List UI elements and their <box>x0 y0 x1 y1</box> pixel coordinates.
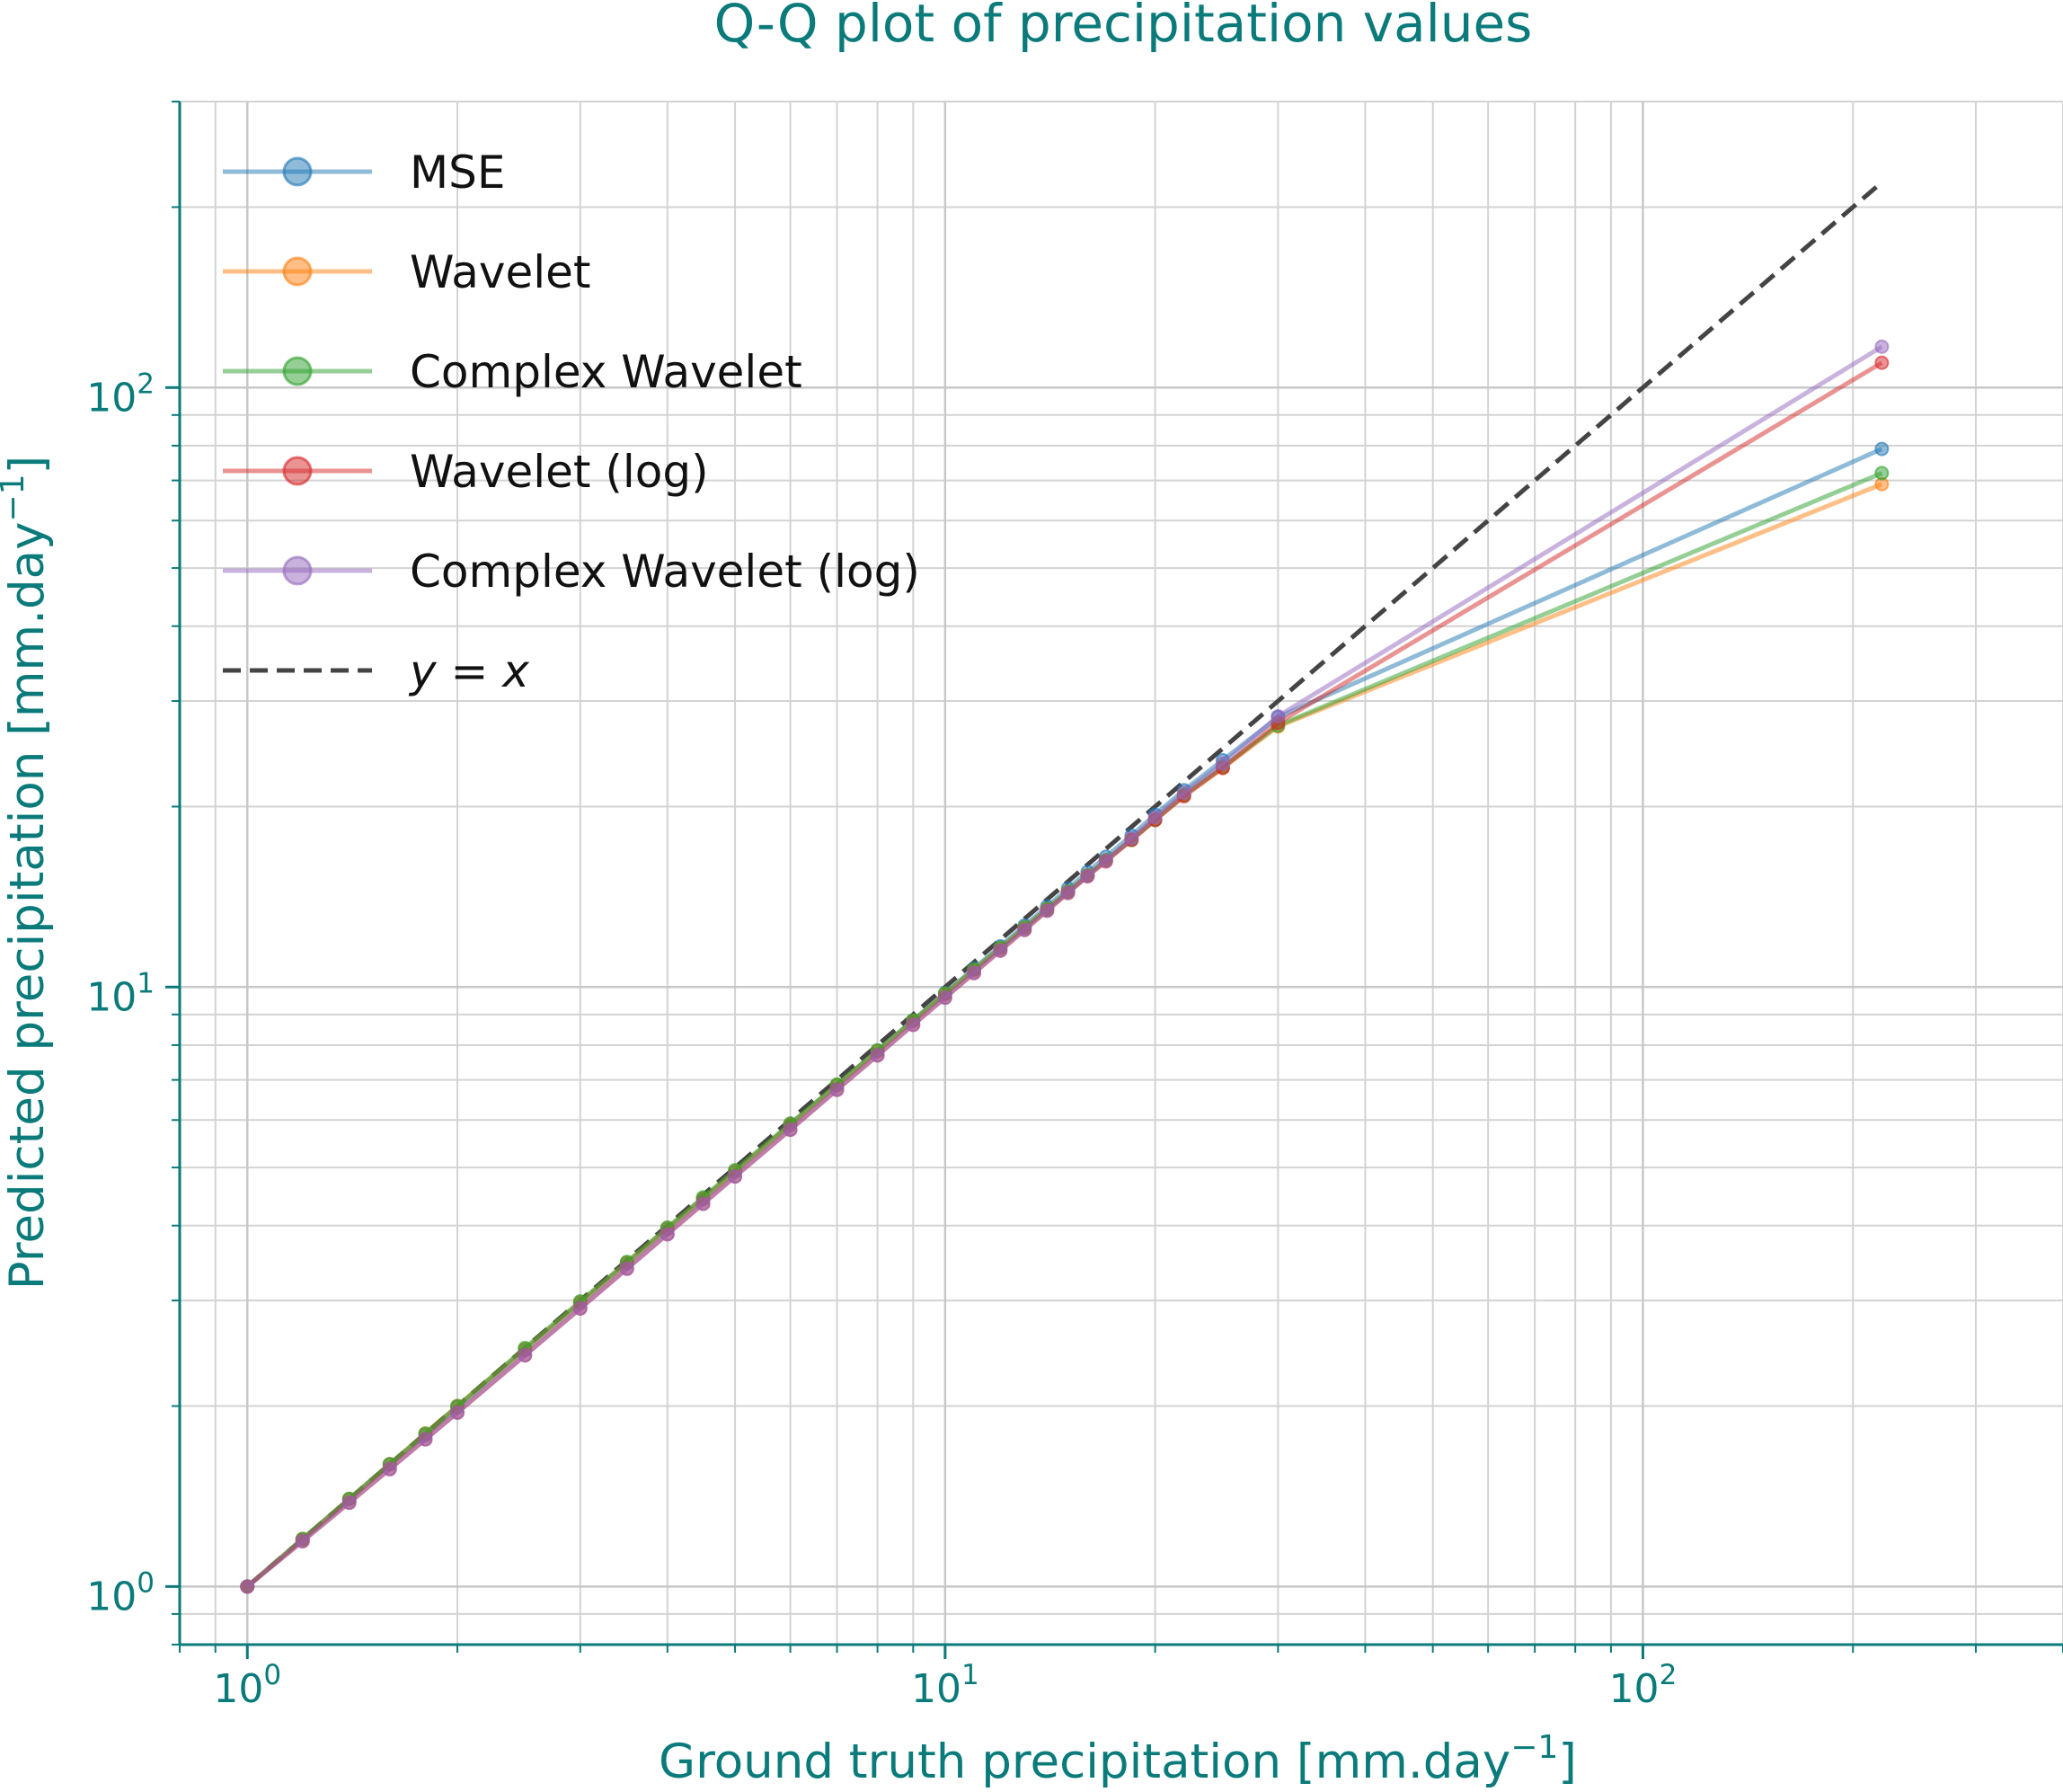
data-point <box>1874 355 1890 370</box>
data-point <box>1098 853 1113 868</box>
data-point <box>418 1432 433 1447</box>
legend: MSE Wavelet Complex Wavelet Wavelet (log) Co… <box>223 146 920 697</box>
data-point <box>341 1495 357 1511</box>
tick-labels: 100 101 102 100 101 102 <box>86 368 1677 1712</box>
data-point <box>1124 830 1139 846</box>
data-point <box>906 1017 921 1033</box>
legend-marker <box>282 456 313 486</box>
data-point <box>1215 756 1230 771</box>
y-tick-label: 102 <box>86 368 155 421</box>
legend-label: Wavelet <box>410 246 591 298</box>
data-point <box>450 1405 465 1420</box>
data-point <box>240 1579 255 1594</box>
data-point <box>1060 885 1076 900</box>
legend-item: Complex Wavelet <box>223 346 802 398</box>
x-tick-label: 100 <box>213 1659 281 1712</box>
legend-item-reference: y = x <box>223 645 529 697</box>
legend-label: MSE <box>410 146 505 199</box>
x-tick-label: 102 <box>1609 1659 1678 1712</box>
legend-marker <box>282 156 313 187</box>
legend-label: Complex Wavelet (log) <box>410 546 920 598</box>
x-axis-label: Ground truth precipitation [mm.day−1] <box>659 1729 1577 1789</box>
legend-marker <box>282 256 313 287</box>
x-tick-label: 101 <box>911 1659 979 1712</box>
legend-item: Complex Wavelet (log) <box>223 546 920 598</box>
series-complex-wavelet-log <box>240 339 1890 1594</box>
data-point <box>572 1300 588 1316</box>
data-point <box>660 1227 675 1242</box>
chart-title: Q-Q plot of precipitation values <box>714 0 1533 54</box>
y-tick-label: 101 <box>86 967 155 1020</box>
data-point <box>1040 903 1055 918</box>
data-point <box>937 990 952 1006</box>
data-point <box>783 1122 798 1138</box>
data-point <box>1176 785 1191 800</box>
legend-label: Wavelet (log) <box>410 446 709 498</box>
data-point <box>518 1348 533 1363</box>
legend-marker <box>282 555 313 586</box>
grid-major <box>180 102 2063 1645</box>
data-point <box>1874 466 1890 481</box>
legend-item: Wavelet <box>223 246 591 298</box>
legend-label: Complex Wavelet <box>410 346 802 398</box>
data-point <box>1147 810 1163 825</box>
data-point <box>1080 868 1095 883</box>
grid-minor <box>179 101 2063 1646</box>
legend-item: MSE <box>223 146 505 199</box>
data-point <box>1271 708 1286 723</box>
y-axis-label: Predicted precipitation [mm.day−1] <box>0 456 55 1290</box>
legend-label: y = x <box>408 645 529 697</box>
data-point <box>695 1196 711 1211</box>
data-point <box>295 1533 310 1548</box>
data-point <box>382 1461 397 1477</box>
data-point <box>619 1261 634 1276</box>
legend-marker <box>282 356 313 386</box>
data-point <box>1874 441 1890 457</box>
y-tick-label: 100 <box>86 1566 155 1619</box>
data-point <box>728 1169 743 1184</box>
data-point <box>870 1048 885 1063</box>
data-point <box>1017 922 1032 937</box>
data-point <box>1874 339 1890 354</box>
data-point <box>829 1082 845 1097</box>
series-layer <box>240 339 1890 1594</box>
data-point <box>966 965 981 980</box>
data-point <box>993 943 1008 958</box>
legend-item: Wavelet (log) <box>223 446 709 498</box>
axes <box>165 101 2063 1659</box>
